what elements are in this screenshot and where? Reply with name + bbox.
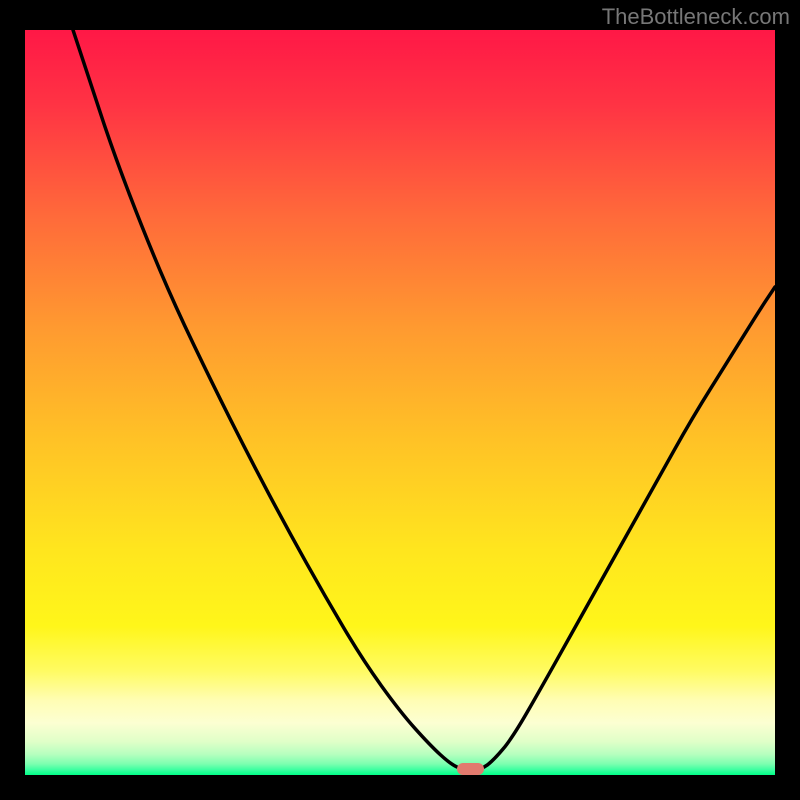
bottleneck-curve — [25, 30, 775, 775]
watermark-text: TheBottleneck.com — [602, 4, 790, 30]
chart-container: TheBottleneck.com — [0, 0, 800, 800]
optimal-marker — [457, 763, 483, 774]
plot-area — [25, 30, 775, 775]
